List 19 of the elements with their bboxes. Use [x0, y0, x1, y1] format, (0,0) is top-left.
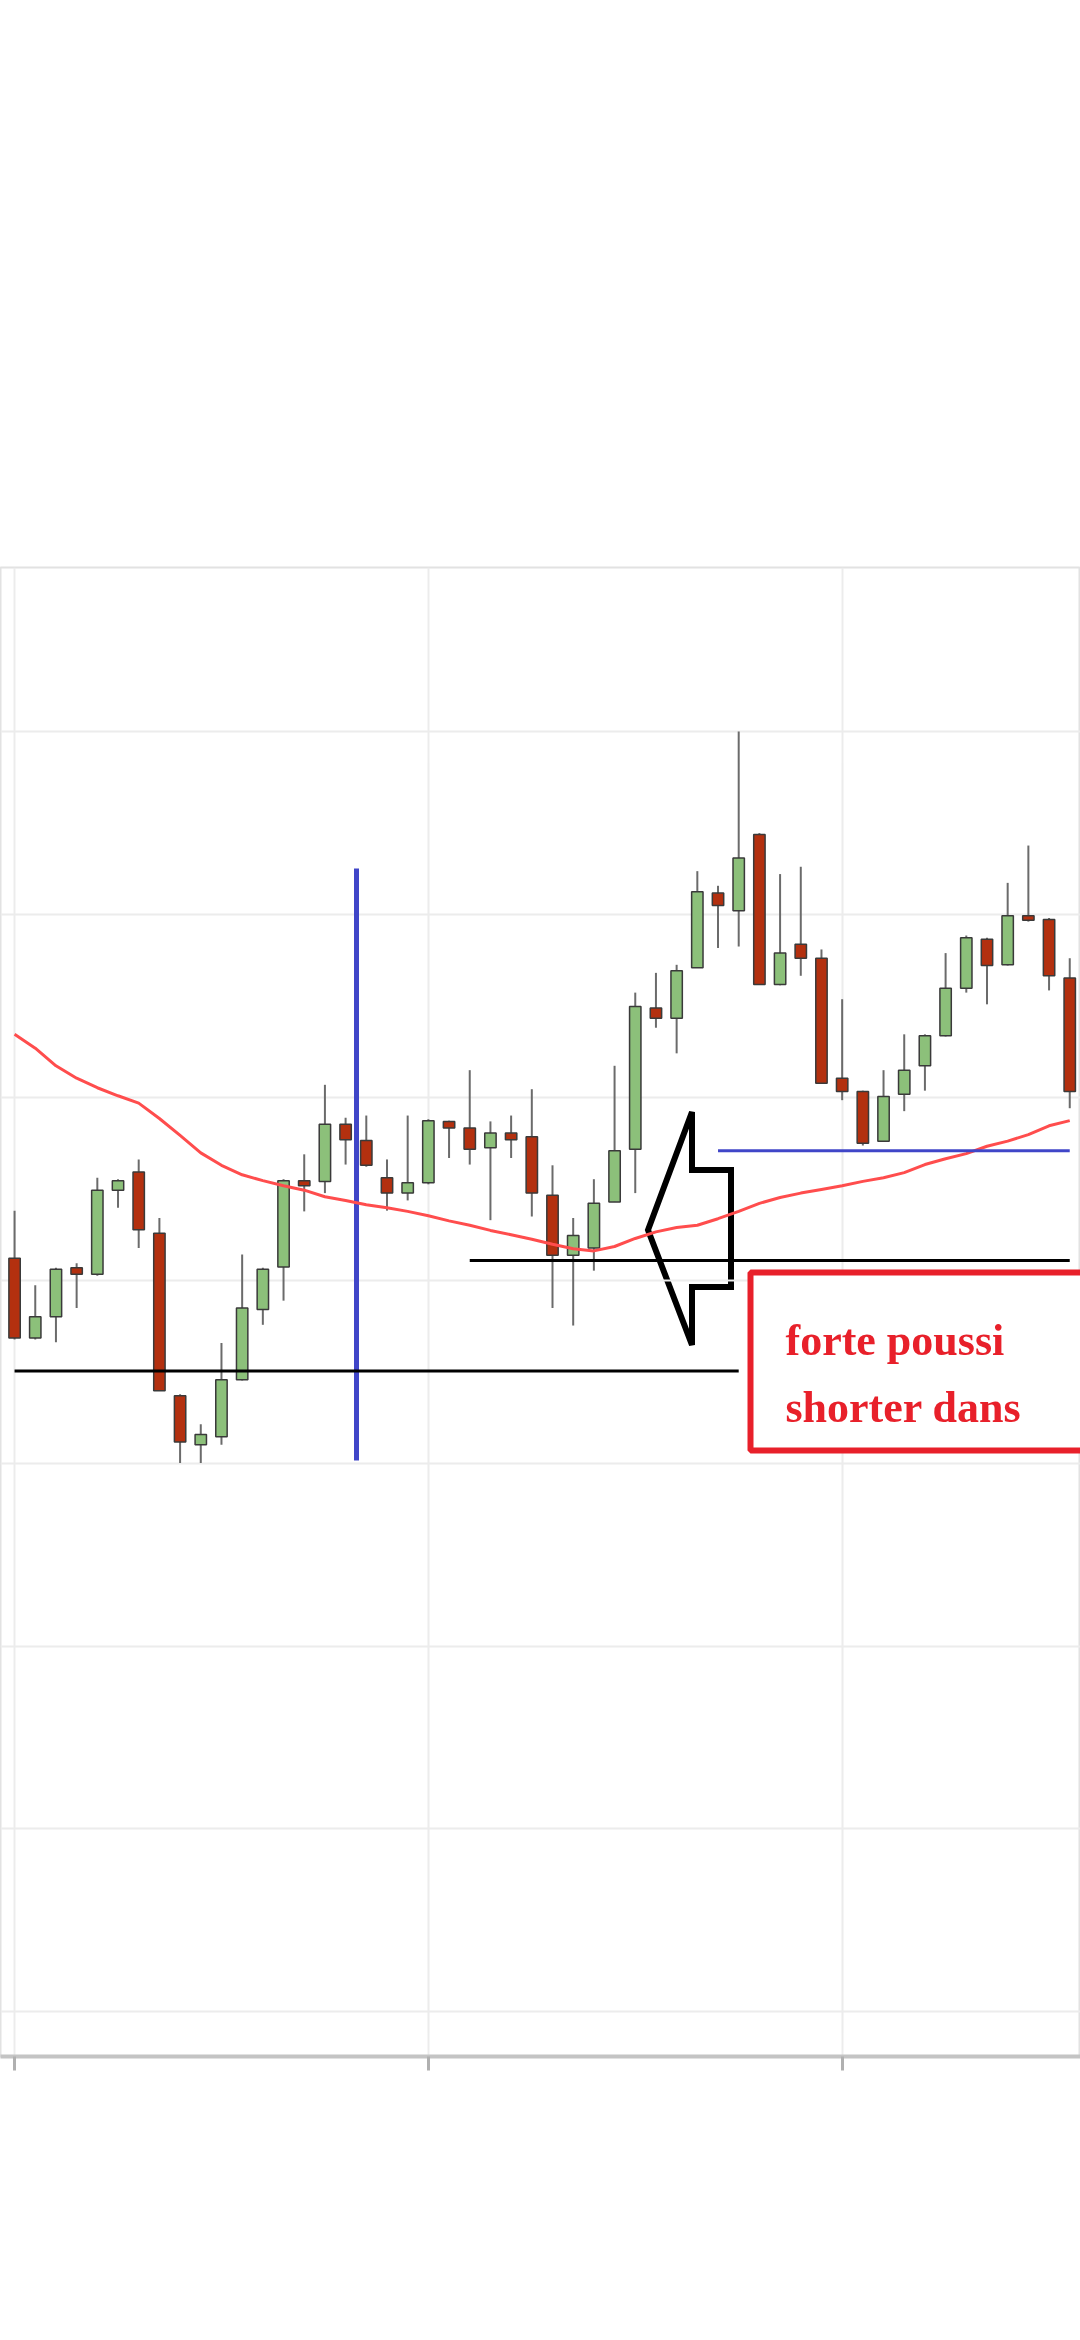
- candlestick: [835, 998, 849, 1102]
- candlestick: [483, 1120, 497, 1222]
- candlestick: [380, 1158, 394, 1212]
- candlestick: [401, 1114, 415, 1202]
- candlestick: [1021, 844, 1035, 923]
- candlestick: [339, 1116, 353, 1166]
- candlestick: [111, 1178, 125, 1209]
- candlestick: [794, 865, 808, 977]
- candlestick: [504, 1114, 518, 1159]
- candlestick: [711, 884, 725, 949]
- annotation: shorter dans: [785, 1383, 1021, 1432]
- annotation: forte poussi: [785, 1316, 1005, 1365]
- candlestick: [28, 1284, 42, 1341]
- candlestick: [463, 1069, 477, 1166]
- candlestick: [649, 971, 663, 1029]
- candlestick: [297, 1153, 311, 1213]
- candlestick: [442, 1119, 456, 1159]
- candlestick: [194, 1423, 208, 1465]
- candlestick: [70, 1262, 84, 1309]
